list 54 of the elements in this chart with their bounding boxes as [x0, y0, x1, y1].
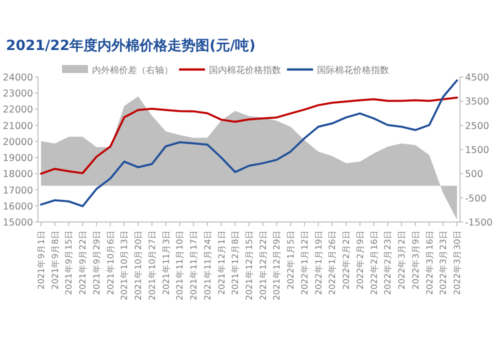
- y-tick-label: 22000: [2, 104, 33, 116]
- x-tick-label: 2022年1月5日: [286, 230, 297, 290]
- x-tick-label: 2021年9月29日: [91, 230, 102, 295]
- x-tick-label: 2022年3月2日: [396, 230, 408, 290]
- y2-tick-label: 500: [465, 169, 484, 180]
- x-tick-label: 2022年1月19日: [313, 230, 324, 295]
- x-tick-label: 2021年12月8日: [230, 230, 242, 295]
- x-tick-label: 2021年10月6日: [105, 230, 116, 295]
- x-tick-label: 2021年9月8日: [50, 230, 61, 290]
- x-tick-label: 2021年10月13日: [119, 230, 130, 300]
- x-tick-label: 2021年10月20日: [133, 230, 144, 300]
- x-tick-label: 2022年2月2日: [341, 230, 352, 290]
- x-tick-label: 2021年9月22日: [78, 230, 89, 295]
- line-series: [40, 96, 458, 175]
- chart-title: 2021/22年度内外棉价格走势图(元/吨): [6, 37, 256, 54]
- legend-label: 国际棉花价格指数: [317, 65, 389, 76]
- y-tick-label: 18000: [2, 169, 33, 180]
- y-tick-label: 20000: [2, 136, 33, 148]
- line-series: [40, 79, 458, 208]
- y-tick-label: 24000: [2, 72, 33, 84]
- x-tick-label: 2022年1月26日: [327, 230, 338, 295]
- y2-tick-label: 1500: [465, 145, 490, 156]
- x-tick-label: 2022年3月23日: [438, 230, 450, 295]
- y-tick-label: 19000: [2, 153, 33, 164]
- legend-label: 内外棉价差（右轴）: [92, 65, 173, 76]
- x-tick-label: 2022年2月23日: [382, 230, 394, 295]
- y2-tick-label: 2500: [465, 120, 490, 132]
- x-tick-label: 2022年2月9日: [354, 230, 366, 290]
- y-tick-label: 15000: [2, 218, 33, 228]
- x-tick-label: 2022年3月16日: [424, 230, 436, 295]
- y-tick-label: 23000: [2, 88, 33, 100]
- y-tick-label: 17000: [2, 185, 33, 196]
- x-tick-label: 2021年12月29日: [272, 230, 283, 300]
- x-tick-label: 2021年12月1日: [216, 230, 228, 295]
- x-tick-label: 2021年11月17日: [188, 230, 200, 300]
- y2-tick-label: 4500: [465, 72, 490, 84]
- x-tick-label: 2022年3月30日: [452, 230, 463, 295]
- x-tick-label: 2021年9月1日: [36, 230, 47, 290]
- legend-label: 国内棉花价格指数: [209, 65, 281, 76]
- y2-tick-label: -1500: [465, 218, 493, 228]
- x-tick-label: 2021年10月27日: [146, 230, 158, 300]
- x-tick-label: 2021年12月15日: [244, 230, 255, 300]
- y-tick-label: 16000: [2, 201, 33, 212]
- x-tick-label: 2021年9月15日: [64, 230, 75, 295]
- y-tick-label: 21000: [2, 120, 33, 132]
- x-tick-label: 2022年3月9日: [410, 230, 422, 290]
- y2-tick-label: -500: [465, 193, 487, 204]
- x-tick-label: 2022年2月16日: [368, 230, 380, 295]
- x-tick-label: 2021年11月3日: [160, 230, 172, 295]
- x-tick-label: 2021年12月22日: [258, 230, 269, 300]
- x-tick-label: 2021年11月10日: [174, 230, 186, 300]
- x-tick-label: 2021年11月24日: [202, 230, 214, 300]
- x-tick-label: 2022年1月12日: [299, 230, 310, 295]
- y2-tick-label: 3500: [465, 96, 490, 108]
